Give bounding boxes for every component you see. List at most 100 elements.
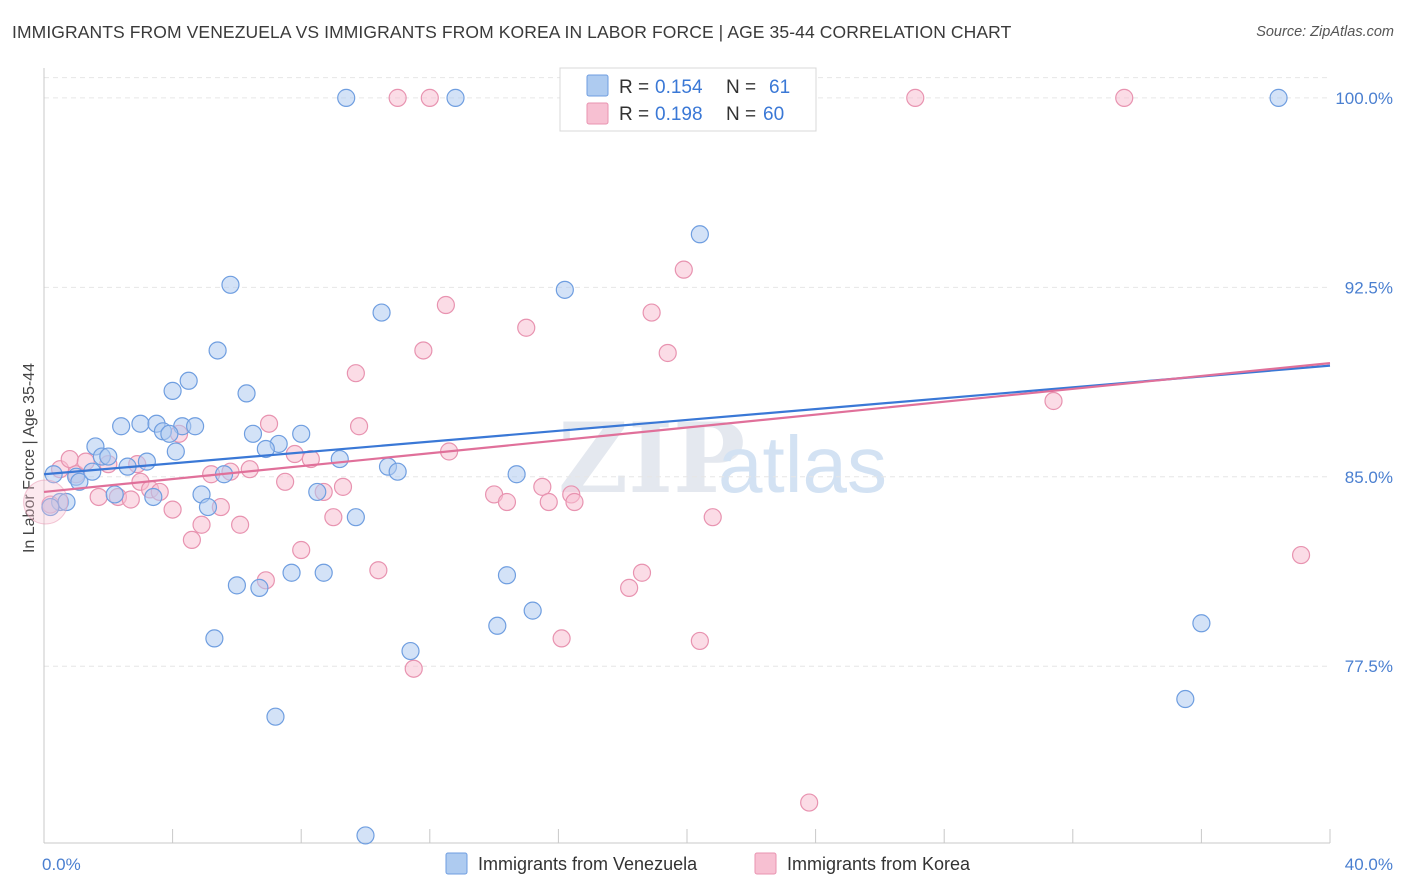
korea-point — [346, 364, 365, 383]
venezuela-point — [372, 303, 391, 322]
venezuela-point — [99, 447, 118, 466]
korea-point — [703, 508, 722, 527]
venezuela-point — [401, 641, 420, 661]
axes — [43, 68, 1331, 844]
bottom-legend-venezuela-swatch — [445, 852, 468, 875]
bottom-legend: Immigrants from Venezuela Immigrants fro… — [445, 852, 971, 875]
korea-point — [1115, 88, 1134, 107]
korea-point — [533, 477, 552, 496]
korea-point — [349, 417, 369, 436]
korea-point — [539, 492, 558, 512]
korea-point — [414, 341, 433, 360]
venezuela-point — [186, 417, 205, 436]
x-tick-label: 0.0% — [42, 855, 81, 874]
y-tick-label: 85.0% — [1345, 468, 1393, 487]
korea-point — [642, 303, 661, 322]
venezuela-point — [179, 371, 198, 390]
bottom-legend-korea-label: Immigrants from Korea — [787, 854, 971, 874]
tick-labels: 77.5% 85.0% 92.5% 100.0% 0.0% 40.0% — [42, 89, 1393, 874]
korea-point — [517, 318, 536, 337]
venezuela-point — [346, 508, 365, 527]
venezuela-point — [57, 492, 76, 512]
bottom-legend-venezuela-label: Immigrants from Venezuela — [478, 854, 698, 874]
venezuela-point — [330, 449, 349, 469]
korea-point — [420, 88, 439, 107]
venezuela-point — [166, 442, 185, 461]
korea-point — [658, 343, 677, 363]
venezuela-point — [523, 601, 542, 620]
watermark-atlas: atlas — [718, 420, 887, 509]
venezuela-point — [131, 414, 150, 433]
y-axis-label: In Labor Force | Age 35-44 — [21, 363, 38, 553]
venezuela-point — [337, 88, 356, 107]
korea-point — [60, 449, 79, 469]
venezuela-point — [208, 341, 227, 360]
venezuela-point — [70, 472, 89, 491]
korea-point — [292, 540, 311, 560]
korea-point — [690, 631, 709, 651]
korea-point — [436, 295, 455, 315]
venezuela-point — [356, 826, 375, 845]
venezuela-point — [555, 280, 574, 299]
venezuela-point — [243, 424, 263, 443]
y-tick-label: 100.0% — [1335, 89, 1393, 108]
venezuela-point — [1192, 614, 1211, 633]
venezuela-point — [488, 616, 507, 635]
korea-point — [497, 492, 517, 512]
legend-korea-swatch — [586, 102, 609, 125]
data-points — [23, 88, 1311, 845]
chart-title: IMMIGRANTS FROM VENEZUELA VS IMMIGRANTS … — [12, 22, 1012, 42]
korea-point — [388, 88, 407, 107]
venezuela-point — [137, 452, 156, 471]
korea-point — [800, 793, 819, 812]
venezuela-point — [221, 275, 240, 294]
korea-point — [333, 477, 353, 496]
venezuela-point — [144, 487, 163, 507]
korea-point — [1291, 545, 1311, 565]
venezuela-point — [112, 417, 131, 436]
venezuela-point — [41, 497, 60, 517]
korea-point — [182, 530, 201, 550]
watermark: ZIP atlas — [558, 402, 887, 515]
korea-point — [1044, 391, 1063, 411]
korea-point — [324, 508, 343, 527]
korea-point — [276, 472, 295, 491]
korea-point — [121, 490, 140, 509]
korea-point — [301, 449, 320, 469]
korea-point — [674, 260, 693, 279]
venezuela-point — [690, 225, 709, 244]
korea-point — [632, 563, 652, 582]
korea-point — [192, 515, 211, 534]
korea-point — [565, 492, 584, 512]
venezuela-point — [314, 563, 333, 582]
legend-korea-n-label: N = — [726, 104, 756, 125]
legend-korea-r-value: 0.198 — [655, 104, 703, 125]
x-tick-label: 40.0% — [1345, 855, 1393, 874]
korea-point — [404, 659, 423, 678]
venezuela-point — [237, 384, 256, 403]
y-tick-label: 92.5% — [1345, 278, 1393, 297]
venezuela-point — [163, 381, 182, 400]
legend-venezuela-n-value: 61 — [769, 77, 790, 98]
legend-korea-r-label: R = — [619, 104, 649, 125]
korea-point — [163, 500, 182, 519]
source-label: Source: ZipAtlas.com — [1256, 24, 1394, 40]
legend-venezuela-r-value: 0.154 — [655, 77, 703, 98]
venezuela-point — [160, 424, 179, 443]
venezuela-point — [308, 482, 327, 502]
korea-point — [552, 629, 571, 648]
korea-point — [620, 578, 639, 597]
venezuela-point — [256, 439, 275, 459]
korea-point-large — [23, 479, 69, 525]
legend-venezuela-n-label: N = — [726, 77, 756, 98]
watermark-zip: ZIP — [558, 402, 745, 515]
legend-korea-n-value: 60 — [763, 104, 784, 125]
venezuela-point — [388, 462, 407, 481]
legend: R = 0.154 N = 61 R = 0.198 N = 60 — [559, 67, 817, 132]
venezuela-point — [250, 578, 269, 597]
venezuela-point — [227, 576, 246, 595]
legend-venezuela-swatch — [586, 74, 609, 97]
venezuela-point — [105, 485, 124, 504]
venezuela-point — [282, 563, 301, 582]
